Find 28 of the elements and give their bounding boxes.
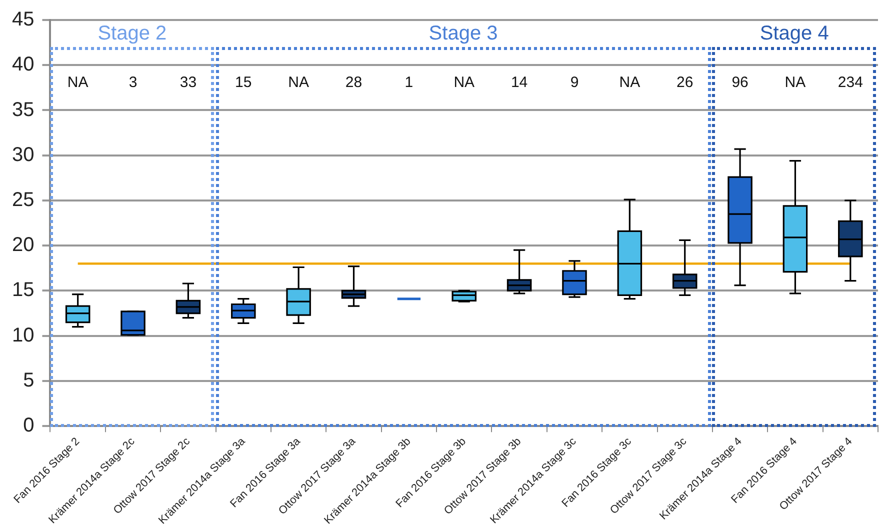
annotation: 15 [235,74,252,92]
y-tick-label: 20 [12,234,34,256]
annotation: NA [67,74,88,92]
y-tick-label: 30 [12,144,34,166]
annotation: 9 [570,74,579,92]
annotation: 28 [345,74,362,92]
annotation: 96 [732,74,748,92]
annotation: 33 [180,74,197,92]
annotation: NA [784,74,806,92]
annotation: NA [619,74,640,92]
annotation: 3 [128,74,138,92]
annotation: Stage 3 [428,22,498,46]
annotation: 234 [838,74,863,92]
annotation: Stage 4 [760,22,829,46]
y-tick-label: 0 [23,414,34,437]
annotation: 1 [404,74,414,92]
y-tick-label: 5 [23,369,34,392]
y-tick-label: 45 [12,8,34,31]
y-tick-label: 35 [12,98,34,121]
y-tick-label: 15 [12,279,34,302]
y-tick-label: 40 [12,54,34,76]
annotation: Stage 2 [98,22,167,46]
annotation: 14 [510,74,528,92]
y-tick-label: 10 [12,324,34,346]
y-tick-label: 25 [12,188,34,211]
annotation: 26 [676,74,694,92]
annotation: NA [288,74,309,92]
annotation: NA [454,74,475,92]
